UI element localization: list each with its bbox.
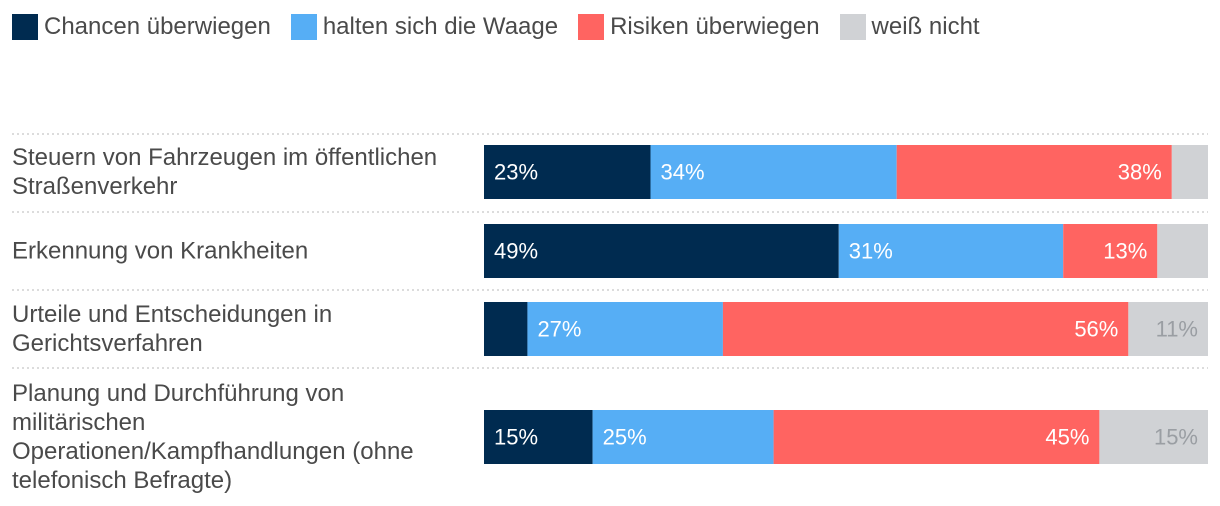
bar-segment-3-1	[592, 410, 774, 464]
data-label-1-1: 31%	[849, 239, 893, 264]
category-label-1: Erkennung von Krankheiten	[12, 238, 308, 265]
legend-label-weiss-nicht: weiß nicht	[871, 13, 980, 40]
bar-segment-1-0	[484, 224, 839, 278]
data-label-2-1: 27%	[537, 317, 581, 342]
category-label-3: Planung und Durchführung von militärische…	[12, 380, 414, 494]
legend-item-risiken: Risiken überwiegen	[578, 13, 820, 41]
legend-label-risiken: Risiken überwiegen	[610, 13, 820, 40]
data-label-2-2: 56%	[1074, 317, 1118, 342]
legend: Chancen überwiegen halten sich die Waage…	[12, 10, 1000, 44]
bar-segment-3-3	[1099, 410, 1208, 464]
legend-label-chancen: Chancen überwiegen	[44, 13, 271, 40]
legend-swatch-risiken	[578, 14, 605, 40]
data-label-1-2: 13%	[1103, 239, 1147, 264]
bar-segment-2-1	[527, 302, 723, 356]
bar-segment-2-0	[484, 302, 528, 356]
data-label-1-0: 49%	[494, 239, 538, 264]
data-label-2-3: 11%	[1156, 317, 1198, 342]
bar-segment-3-0	[484, 410, 593, 464]
bar-segment-0-1	[650, 145, 897, 199]
bar-segment-2-2	[722, 302, 1129, 356]
legend-item-chancen: Chancen überwiegen	[12, 13, 271, 41]
data-label-0-1: 34%	[661, 160, 705, 185]
legend-item-waage: halten sich die Waage	[290, 13, 559, 41]
legend-swatch-waage	[290, 14, 317, 40]
bar-segment-1-2	[1063, 224, 1158, 278]
category-label-2: Urteile und Entscheidungen in Gerichtsver…	[12, 301, 332, 357]
legend-swatch-weiss-nicht	[839, 14, 866, 40]
bar-segment-0-3	[1171, 145, 1208, 199]
bar-segment-1-1	[838, 224, 1064, 278]
legend-swatch-chancen	[12, 14, 38, 40]
bar-segment-2-3	[1128, 302, 1208, 356]
bar-segment-1-3	[1157, 224, 1208, 278]
bar-segment-0-0	[484, 145, 651, 199]
data-label-3-3: 15%	[1154, 425, 1198, 450]
legend-label-waage: halten sich die Waage	[322, 13, 559, 40]
data-label-0-2: 38%	[1118, 160, 1162, 185]
data-label-0-0: 23%	[494, 160, 538, 185]
data-label-3-1: 25%	[603, 425, 647, 450]
data-label-3-2: 45%	[1045, 425, 1089, 450]
bar-segment-0-2	[896, 145, 1172, 199]
data-label-3-0: 15%	[494, 425, 538, 450]
bar-segment-3-2	[773, 410, 1100, 464]
legend-item-weiss-nicht: weiß nicht	[839, 13, 980, 41]
category-label-0: Steuern von Fahrzeugen im öffentlichen St…	[12, 144, 437, 200]
